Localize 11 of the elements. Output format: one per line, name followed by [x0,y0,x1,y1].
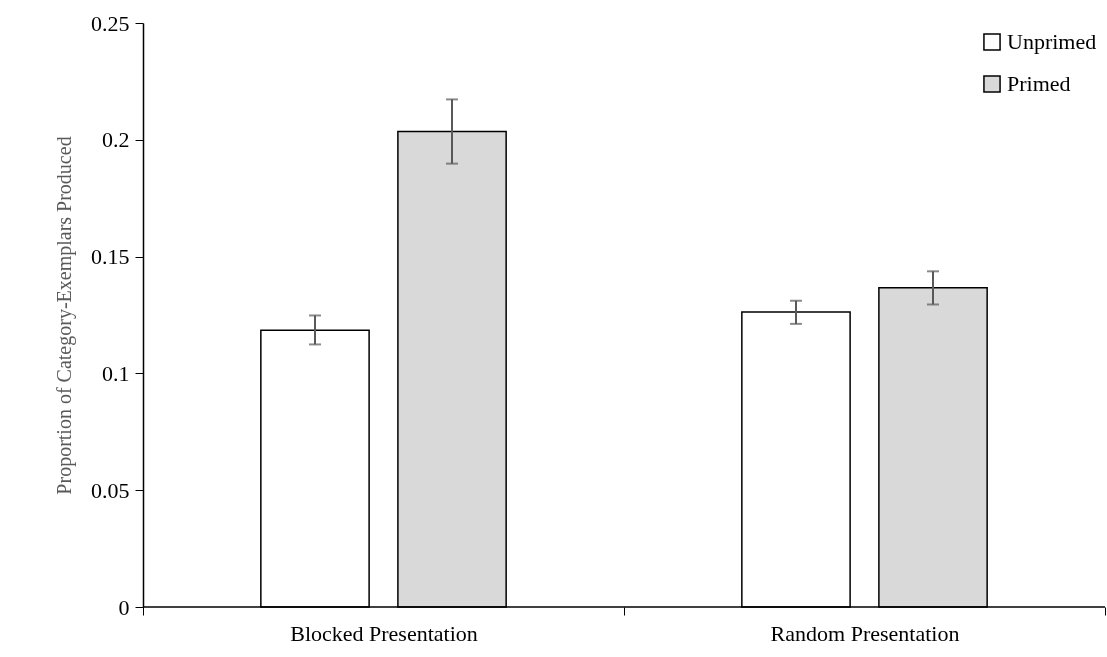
legend-label: Primed [1007,71,1071,96]
y-tick-label: 0 [118,594,130,620]
x-tick-label: Random Presentation [770,620,960,646]
y-tick-label: 0.05 [91,477,130,503]
y-axis-title: Proportion of Category-Exemplars Produced [53,136,76,495]
y-tick-label: 0.1 [102,360,130,386]
y-tick-label: 0.2 [102,127,130,153]
y-tick-label: 0.15 [91,244,130,270]
x-tick-label: Blocked Presentation [290,620,478,646]
y-tick-label: 0.25 [91,10,130,36]
legend-label: Unprimed [1007,29,1097,54]
